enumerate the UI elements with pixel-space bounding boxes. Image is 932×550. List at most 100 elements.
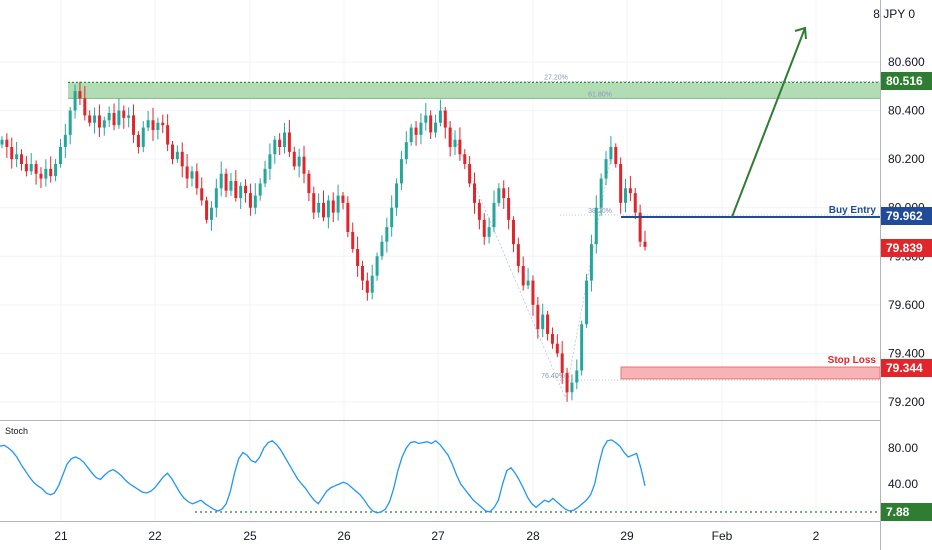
arrow-head xyxy=(794,26,807,40)
candle-body xyxy=(209,207,213,220)
candle-body xyxy=(39,173,43,179)
candle-body xyxy=(136,134,140,147)
candle-body xyxy=(302,156,306,174)
candle-body xyxy=(180,151,184,167)
candlestick-series xyxy=(0,81,647,402)
candle-body xyxy=(132,115,136,135)
candle-body xyxy=(550,334,554,344)
candle-body xyxy=(248,193,252,208)
stoch-min-tag-label: 7.88 xyxy=(886,505,910,519)
candle-body xyxy=(492,202,496,228)
candle-body xyxy=(258,183,262,196)
candle-body xyxy=(19,154,23,164)
candle-body xyxy=(200,188,204,201)
candle-body xyxy=(609,147,613,160)
candle-body xyxy=(419,122,423,135)
candle-body xyxy=(409,127,413,143)
fib-diagonal xyxy=(564,149,613,398)
candle-body xyxy=(594,207,598,245)
candle-body xyxy=(643,241,647,247)
candle-body xyxy=(97,115,101,128)
candle-body xyxy=(628,188,632,194)
stoch-tick-label: 40.00 xyxy=(888,477,918,491)
price-tick-label: 79.200 xyxy=(888,395,925,409)
candle-body xyxy=(331,200,335,213)
candle-body xyxy=(146,120,150,128)
candle-body xyxy=(531,280,535,305)
price-tags: 80.516 79.962 79.839 79.344 7.88 xyxy=(881,72,932,521)
candle-body xyxy=(438,110,442,123)
symbol-label: 8 JPY 0 xyxy=(873,7,915,21)
indicator-label: Stoch xyxy=(5,426,28,436)
candle-body xyxy=(107,113,111,121)
stop-loss-zone xyxy=(620,366,881,380)
candle-body xyxy=(49,168,53,177)
candle-body xyxy=(68,110,72,135)
candle-body xyxy=(44,168,48,179)
grid xyxy=(0,0,880,521)
candle-body xyxy=(473,183,477,203)
candle-body xyxy=(560,353,564,373)
candle-body xyxy=(244,185,248,194)
candle-body xyxy=(633,193,637,213)
candle-body xyxy=(336,195,340,213)
arrow-shaft xyxy=(731,27,806,218)
candle-body xyxy=(370,275,374,293)
candle-body xyxy=(497,188,501,203)
candle-body xyxy=(322,202,325,218)
candle-body xyxy=(175,151,179,160)
candle-body xyxy=(463,154,467,164)
time-tick-label: 28 xyxy=(526,529,540,543)
buy-entry-tag xyxy=(881,207,932,225)
candle-body xyxy=(307,173,311,194)
candle-body xyxy=(239,185,243,198)
time-tick-label: 25 xyxy=(243,529,257,543)
price-tick-label: 79.600 xyxy=(888,298,925,312)
candle-body xyxy=(0,139,4,145)
candle-body xyxy=(170,144,174,160)
resistance-tag-label: 80.516 xyxy=(886,74,923,88)
candle-body xyxy=(502,188,506,198)
candle-body xyxy=(185,166,189,179)
candle-body xyxy=(565,372,569,393)
candle-body xyxy=(297,156,301,167)
price-tick-label: 80.400 xyxy=(888,104,925,118)
candle-body xyxy=(88,115,92,123)
candle-body xyxy=(380,241,384,257)
time-tick-label: 2 xyxy=(813,529,820,543)
time-tick-label: 27 xyxy=(431,529,445,543)
candle-body xyxy=(219,173,223,189)
time-tick-label: 22 xyxy=(148,529,162,543)
candle-body xyxy=(253,195,257,208)
candle-body xyxy=(375,256,379,276)
candle-body xyxy=(83,98,87,116)
time-tick-label: 21 xyxy=(54,529,68,543)
candle-body xyxy=(54,164,58,177)
candle-body xyxy=(511,219,515,245)
candle-body xyxy=(341,195,345,203)
candle-body xyxy=(122,110,126,118)
candle-body xyxy=(580,324,584,371)
candle-body xyxy=(224,173,228,191)
candle-body xyxy=(575,370,579,383)
candle-body xyxy=(268,154,272,169)
candle-body xyxy=(482,219,486,237)
resistance-tag xyxy=(881,72,932,90)
candle-body xyxy=(58,147,62,164)
stop-loss-tag xyxy=(881,359,932,377)
candle-body xyxy=(161,122,165,126)
candle-body xyxy=(34,164,38,174)
stoch-tick-label: 80.00 xyxy=(888,441,918,455)
candle-body xyxy=(468,164,472,184)
candle-body xyxy=(404,142,408,160)
candle-body xyxy=(521,266,525,286)
fib-retracement: 27.20%61.80%38.20%76.40% xyxy=(439,74,880,398)
stoch-line xyxy=(0,439,646,514)
stop-loss-label: Stop Loss xyxy=(828,355,877,366)
candle-body xyxy=(536,304,540,330)
time-axis-ticks: 21 22 25 26 27 28 29 Feb 2 xyxy=(54,529,819,543)
candle-body xyxy=(229,181,233,191)
fib-level-label: 27.20% xyxy=(544,74,568,81)
candle-body xyxy=(10,147,14,160)
